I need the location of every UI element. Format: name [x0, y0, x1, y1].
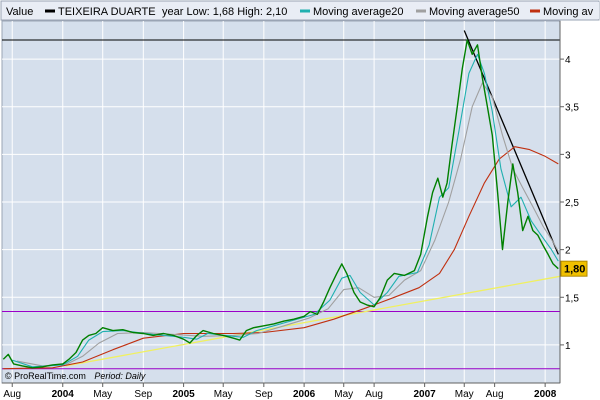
- y-tick-label: 3: [565, 150, 571, 161]
- price-series-line: [2, 39, 559, 369]
- x-tick-label: 2004: [52, 389, 75, 400]
- legend-value-label: Value: [6, 6, 33, 18]
- legend-year-range: year Low: 1,68 High: 2,10: [162, 6, 287, 18]
- x-tick-label: 2006: [293, 389, 316, 400]
- x-tick-label: Sep: [255, 389, 273, 400]
- downtrend-line: [463, 30, 559, 255]
- y-tick-label: 2: [565, 246, 571, 257]
- x-tick-label: 2007: [414, 389, 437, 400]
- x-tick-label: Sep: [134, 389, 152, 400]
- x-tick-label: Aug: [486, 389, 504, 400]
- current-value-badge: 1,80: [560, 260, 588, 277]
- x-tick-label: May: [93, 389, 112, 400]
- legend-ma50-label: Moving average50: [429, 6, 520, 18]
- x-axis: Aug 2004 May Sep 2005 May Sep 2006 May Aug 2007 May…: [2, 382, 560, 400]
- x-tick-label: May: [455, 389, 474, 400]
- current-value-label: 1,80: [564, 264, 585, 276]
- ma50-series-line: [16, 82, 559, 367]
- chart-footer: © ProRealTime.com Period: Daily: [5, 371, 146, 381]
- y-tick-label: 1: [565, 341, 571, 352]
- x-tick-label: Aug: [365, 389, 383, 400]
- legend-ma20-label: Moving average20: [313, 6, 404, 18]
- x-tick-label: Aug: [3, 389, 21, 400]
- legend-series-name: TEIXEIRA DUARTE: [58, 6, 156, 18]
- legend-bar: Value TEIXEIRA DUARTE year Low: 1,68 Hig…: [0, 0, 600, 21]
- x-tick-label: May: [214, 389, 233, 400]
- x-tick-label: May: [334, 389, 353, 400]
- uptrend-line: [65, 275, 561, 367]
- x-tick-label: 2005: [172, 389, 195, 400]
- plot-area: [1, 20, 561, 384]
- legend-ma200-label: Moving average200: [543, 6, 600, 18]
- credit-text: © ProRealTime.com Period: Daily: [5, 371, 146, 381]
- x-tick-label: 2008: [534, 389, 557, 400]
- y-tick-label: 4: [565, 55, 571, 66]
- y-axis: 1 1,5 2 2,5 3 3,5 4: [559, 21, 598, 383]
- y-tick-label: 3,5: [565, 103, 579, 114]
- y-tick-label: 1,5: [565, 293, 579, 304]
- ma200-series-line: [3, 146, 559, 370]
- y-tick-label: 2,5: [565, 198, 579, 209]
